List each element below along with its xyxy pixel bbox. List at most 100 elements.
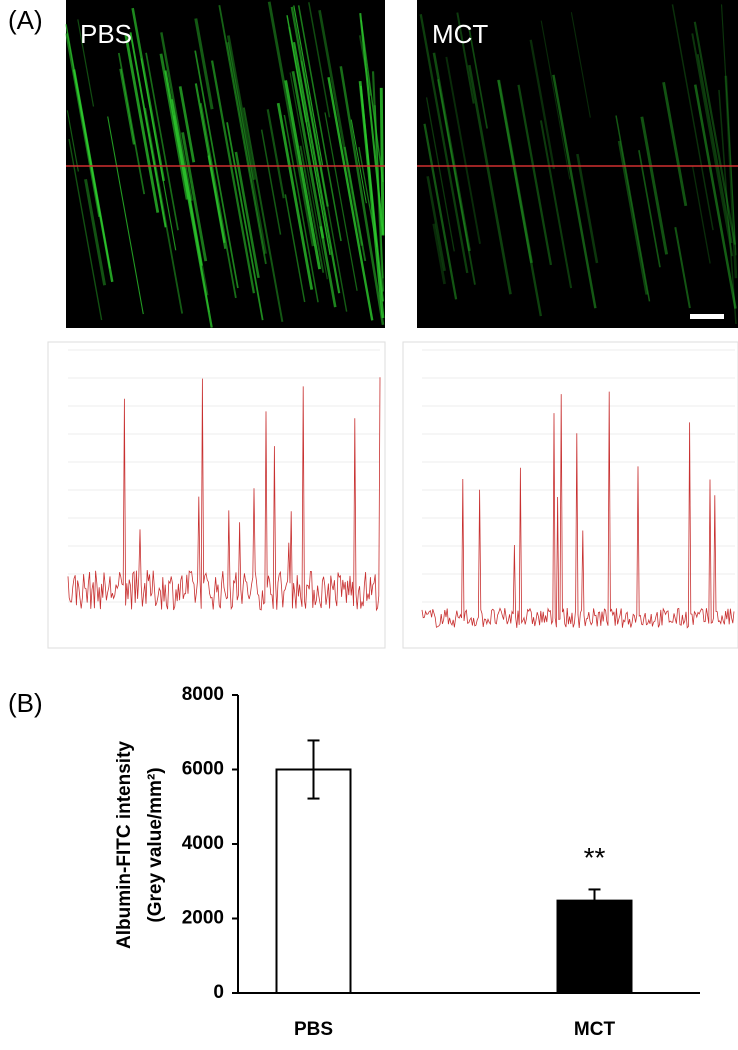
streak <box>432 223 446 285</box>
streak <box>129 32 167 228</box>
streak <box>145 52 179 231</box>
streak <box>718 89 737 324</box>
streak <box>242 107 284 323</box>
x-tick-label: PBS <box>294 1019 333 1040</box>
annotation: ** <box>584 842 606 873</box>
streak <box>288 27 308 123</box>
streak <box>218 5 267 265</box>
streak <box>300 60 348 312</box>
y-axis-label: Albumin-FITC intensity <box>114 741 135 949</box>
streak <box>539 120 573 289</box>
streak <box>662 81 688 207</box>
streak <box>199 103 237 299</box>
streak <box>173 115 210 312</box>
streak <box>286 15 331 255</box>
streak <box>124 34 160 213</box>
streak <box>691 33 734 257</box>
streak <box>529 39 556 169</box>
streak <box>691 165 711 264</box>
streak <box>171 99 203 266</box>
streak <box>234 151 260 279</box>
streak <box>194 83 226 244</box>
profile-trace <box>67 377 381 612</box>
image-label: PBS <box>80 19 132 49</box>
streak <box>210 60 256 294</box>
streak <box>696 54 733 244</box>
streak <box>437 79 476 285</box>
streak <box>456 12 475 104</box>
streak <box>359 85 384 302</box>
streak <box>419 14 469 274</box>
panel-label: (A) <box>8 5 43 35</box>
streak <box>517 84 553 266</box>
streak <box>638 150 661 268</box>
streak <box>159 53 189 200</box>
streak <box>266 109 285 199</box>
streak <box>468 64 512 295</box>
streak <box>178 86 196 163</box>
y-tick-label: 8000 <box>182 684 224 705</box>
streak <box>497 79 542 317</box>
streak <box>468 26 488 129</box>
micrograph <box>417 0 738 328</box>
streak <box>540 20 571 180</box>
streak <box>84 179 107 286</box>
streak <box>360 20 384 183</box>
streak <box>671 4 714 231</box>
streak <box>267 1 315 247</box>
streak <box>66 110 79 172</box>
y-tick-label: 2000 <box>182 908 224 929</box>
streak <box>68 138 103 321</box>
streak <box>117 52 146 195</box>
streak <box>308 2 331 118</box>
streak <box>194 50 239 289</box>
streak <box>640 116 669 255</box>
streak <box>674 226 691 309</box>
streak <box>290 6 329 207</box>
streak <box>72 69 114 283</box>
streak <box>350 119 367 204</box>
y-axis-label: (Grey value/mm²) <box>145 767 166 922</box>
streak <box>164 70 213 328</box>
streak <box>339 66 385 326</box>
y-tick-label: 6000 <box>182 759 224 780</box>
streak <box>289 72 328 280</box>
streak <box>445 56 481 244</box>
streak <box>358 147 378 248</box>
streak <box>615 115 651 302</box>
streak <box>226 42 267 254</box>
streak <box>160 32 193 201</box>
streak <box>226 122 264 321</box>
streak <box>284 194 306 303</box>
streak <box>693 84 737 309</box>
streak <box>426 176 446 272</box>
streak <box>720 4 737 256</box>
image-label: MCT <box>432 19 488 49</box>
streak <box>359 12 385 235</box>
y-tick-label: 4000 <box>182 833 224 854</box>
streak <box>119 68 136 145</box>
streak <box>319 226 337 308</box>
streak <box>194 18 214 110</box>
streak <box>358 35 372 96</box>
streak <box>576 153 599 264</box>
panel-label: (B) <box>8 688 43 718</box>
y-tick-label: 0 <box>213 982 224 1003</box>
streak <box>570 12 591 118</box>
streak <box>144 107 184 314</box>
streak <box>724 75 738 279</box>
streak <box>324 112 358 291</box>
streak <box>425 97 455 252</box>
scale-bar <box>690 314 724 319</box>
streak <box>327 77 374 321</box>
streak <box>497 79 534 264</box>
streak <box>423 123 458 300</box>
streak <box>371 71 385 292</box>
streak <box>293 5 324 166</box>
bar <box>275 768 352 994</box>
streak <box>140 58 177 251</box>
streak <box>297 5 342 242</box>
streak <box>552 74 597 309</box>
streak <box>299 145 325 273</box>
